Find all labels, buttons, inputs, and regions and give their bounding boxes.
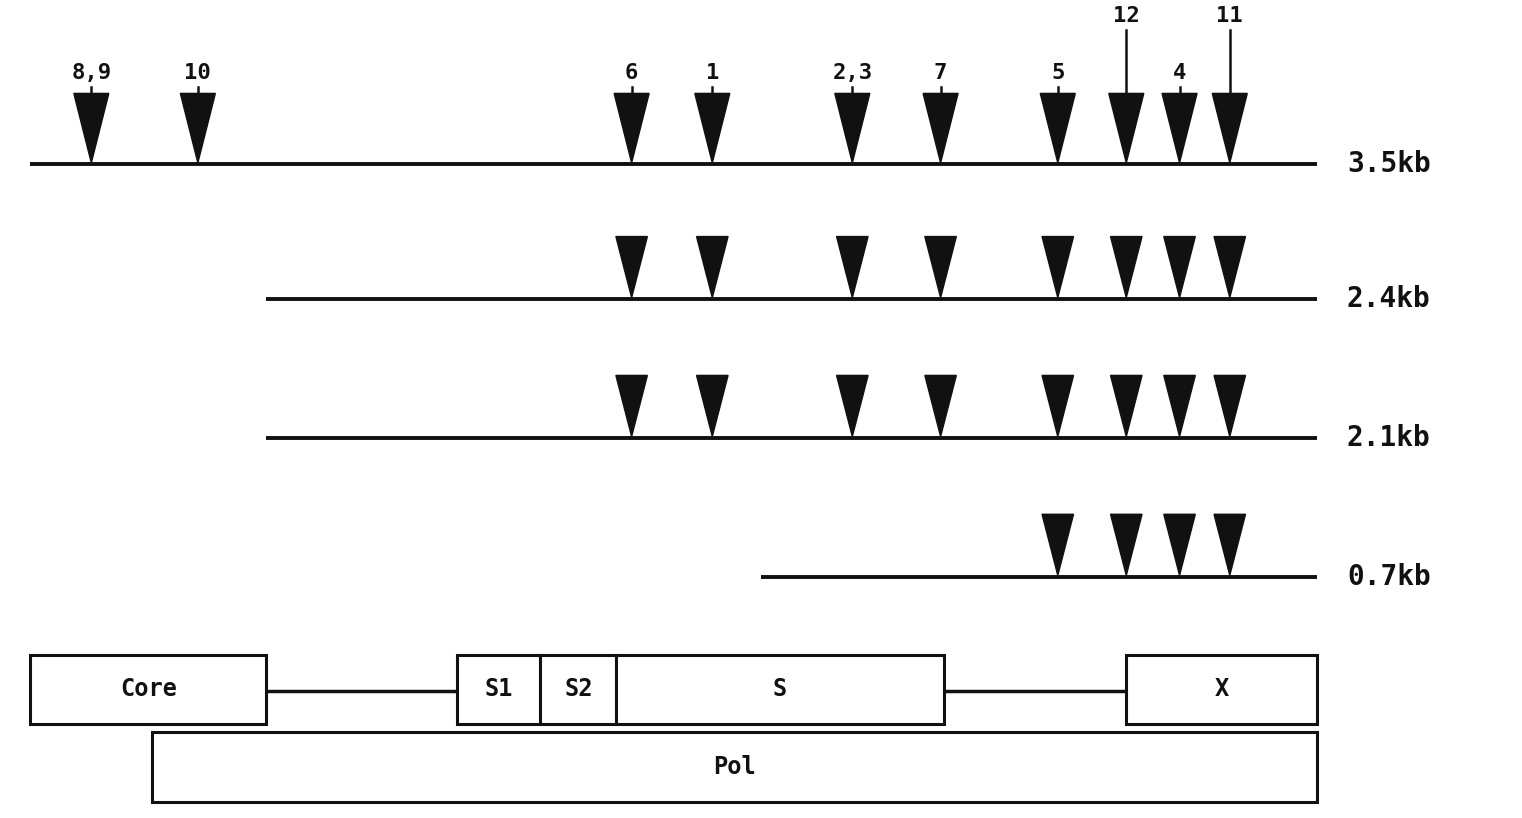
Polygon shape	[1163, 93, 1196, 163]
Polygon shape	[837, 236, 868, 298]
Polygon shape	[616, 236, 647, 298]
Bar	[30, 654, 266, 724]
Polygon shape	[1164, 375, 1195, 437]
Text: 2.1kb: 2.1kb	[1347, 425, 1431, 452]
Text: X: X	[1215, 677, 1228, 701]
Text: 1: 1	[706, 63, 718, 83]
Text: Pol: Pol	[712, 755, 756, 779]
Polygon shape	[697, 375, 728, 437]
Polygon shape	[922, 93, 959, 163]
Text: 2,3: 2,3	[833, 63, 872, 83]
Text: S1: S1	[484, 677, 513, 701]
Polygon shape	[1164, 236, 1195, 298]
Polygon shape	[181, 93, 216, 163]
Text: 3.5kb: 3.5kb	[1347, 151, 1431, 178]
Text: 4: 4	[1173, 63, 1186, 83]
Polygon shape	[75, 93, 110, 163]
Polygon shape	[836, 93, 871, 163]
Text: 10: 10	[184, 63, 212, 83]
Text: 8,9: 8,9	[72, 63, 111, 83]
Polygon shape	[1213, 93, 1248, 163]
Polygon shape	[613, 93, 650, 163]
Polygon shape	[694, 93, 731, 163]
Polygon shape	[925, 236, 956, 298]
Text: 6: 6	[626, 63, 638, 83]
Polygon shape	[1041, 93, 1075, 163]
Text: 12: 12	[1113, 6, 1140, 25]
Polygon shape	[1108, 93, 1145, 163]
Polygon shape	[616, 375, 647, 437]
Polygon shape	[925, 375, 956, 437]
Polygon shape	[1215, 236, 1245, 298]
Polygon shape	[1215, 515, 1245, 575]
Polygon shape	[1043, 515, 1073, 575]
Text: Core: Core	[120, 677, 177, 701]
Text: 11: 11	[1216, 6, 1243, 25]
Text: S: S	[773, 677, 787, 701]
Bar	[540, 654, 616, 724]
Polygon shape	[1111, 515, 1142, 575]
Bar	[616, 654, 944, 724]
Polygon shape	[697, 236, 728, 298]
Polygon shape	[837, 375, 868, 437]
Bar	[1126, 654, 1317, 724]
Text: 7: 7	[935, 63, 947, 83]
Polygon shape	[1043, 236, 1073, 298]
Polygon shape	[1164, 515, 1195, 575]
Text: 2.4kb: 2.4kb	[1347, 285, 1431, 313]
Text: 5: 5	[1052, 63, 1064, 83]
Text: 0.7kb: 0.7kb	[1347, 563, 1431, 591]
Polygon shape	[1215, 375, 1245, 437]
Text: S2: S2	[565, 677, 592, 701]
Polygon shape	[1111, 236, 1142, 298]
Polygon shape	[1043, 375, 1073, 437]
Bar	[457, 654, 540, 724]
Polygon shape	[1111, 375, 1142, 437]
Bar	[152, 732, 1317, 802]
